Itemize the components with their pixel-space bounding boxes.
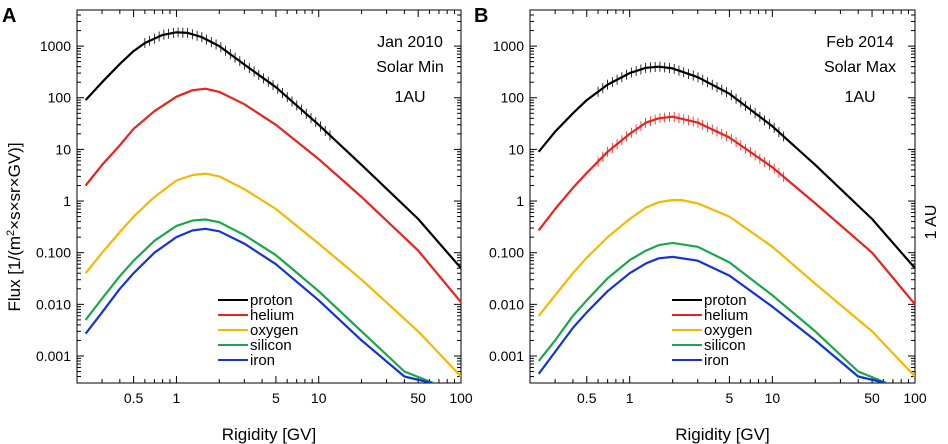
x-tick-label: 100 bbox=[449, 390, 473, 406]
y-tick-label: 100 bbox=[501, 90, 525, 106]
panel-letter: B bbox=[474, 5, 488, 27]
y-tick-label: 10 bbox=[55, 141, 71, 157]
series-line-proton bbox=[84, 31, 461, 269]
x-tick-label: 0.5 bbox=[577, 390, 597, 406]
panel-annotation: 1AU bbox=[394, 89, 425, 106]
legend-label-iron: iron bbox=[704, 352, 729, 369]
panel-letter: A bbox=[2, 5, 16, 27]
y-tick-label: 10 bbox=[508, 141, 524, 157]
x-tick-label: 0.5 bbox=[124, 390, 144, 406]
y-tick-label: 0.001 bbox=[36, 348, 71, 364]
legend-label-oxygen: oxygen bbox=[704, 322, 752, 339]
x-tick-label: 50 bbox=[410, 390, 426, 406]
y-tick-label: 1 bbox=[516, 193, 524, 209]
legend-label-silicon: silicon bbox=[250, 337, 292, 354]
y-tick-label: 0.100 bbox=[36, 245, 71, 261]
series-line-silicon bbox=[84, 218, 434, 383]
x-tick-label: 10 bbox=[765, 390, 781, 406]
x-tick-label: 100 bbox=[903, 390, 927, 406]
series-line-proton bbox=[537, 65, 915, 269]
x-axis-title: Rigidity [GV] bbox=[222, 425, 316, 444]
series-line-helium bbox=[84, 87, 461, 303]
side-label: 1 AU bbox=[923, 205, 940, 240]
y-tick-label: 1 bbox=[63, 193, 71, 209]
series-line-oxygen bbox=[84, 172, 461, 378]
panel-annotation: Jan 2010 bbox=[377, 34, 443, 51]
series-group bbox=[537, 61, 915, 383]
y-tick-label: 0.100 bbox=[489, 245, 524, 261]
legend-label-helium: helium bbox=[250, 307, 294, 324]
legend-label-helium: helium bbox=[704, 307, 748, 324]
x-axis-title: Rigidity [GV] bbox=[675, 425, 769, 444]
series-line-iron bbox=[537, 255, 886, 383]
plot-frame bbox=[529, 9, 916, 384]
y-tick-label: 100 bbox=[48, 90, 72, 106]
legend-label-oxygen: oxygen bbox=[250, 322, 298, 339]
legend-label-proton: proton bbox=[250, 292, 293, 309]
panel-annotation: Feb 2014 bbox=[826, 34, 894, 51]
series-line-oxygen bbox=[537, 198, 915, 378]
y-axis-title: Flux [1/(m2×s×sr×GV)] bbox=[5, 142, 24, 311]
panel-b: 1000 100 10 1 0.100 0.010 0.001 0.5 1 5 10 50 100 Rig… bbox=[474, 5, 927, 444]
panel-a: 1000 100 10 1 0.100 0.010 0.001 0.5 1 5 10 50 100 Rig… bbox=[2, 5, 473, 444]
series-line-helium bbox=[537, 115, 915, 306]
y-tick-label: 0.010 bbox=[36, 296, 71, 312]
x-tick-label: 5 bbox=[726, 390, 734, 406]
panel-annotation: 1AU bbox=[844, 89, 875, 106]
legend-label-iron: iron bbox=[250, 352, 275, 369]
y-tick-label: 0.010 bbox=[489, 296, 524, 312]
y-tick-label: 1000 bbox=[40, 38, 71, 54]
series-line-iron bbox=[84, 227, 432, 383]
y-tick-label: 1000 bbox=[493, 38, 524, 54]
x-tick-label: 10 bbox=[311, 390, 327, 406]
y-tick-label: 0.001 bbox=[489, 348, 524, 364]
x-tick-label: 1 bbox=[626, 390, 634, 406]
legend-label-silicon: silicon bbox=[704, 337, 746, 354]
legend-label-proton: proton bbox=[704, 292, 747, 309]
series-line-silicon bbox=[537, 241, 887, 383]
panel-annotation: Solar Max bbox=[824, 59, 896, 76]
plot-frame bbox=[76, 9, 462, 384]
x-tick-label: 1 bbox=[173, 390, 181, 406]
x-tick-label: 50 bbox=[864, 390, 880, 406]
x-tick-label: 5 bbox=[272, 390, 280, 406]
series-group bbox=[84, 27, 461, 383]
panel-annotation: Solar Min bbox=[376, 59, 444, 76]
